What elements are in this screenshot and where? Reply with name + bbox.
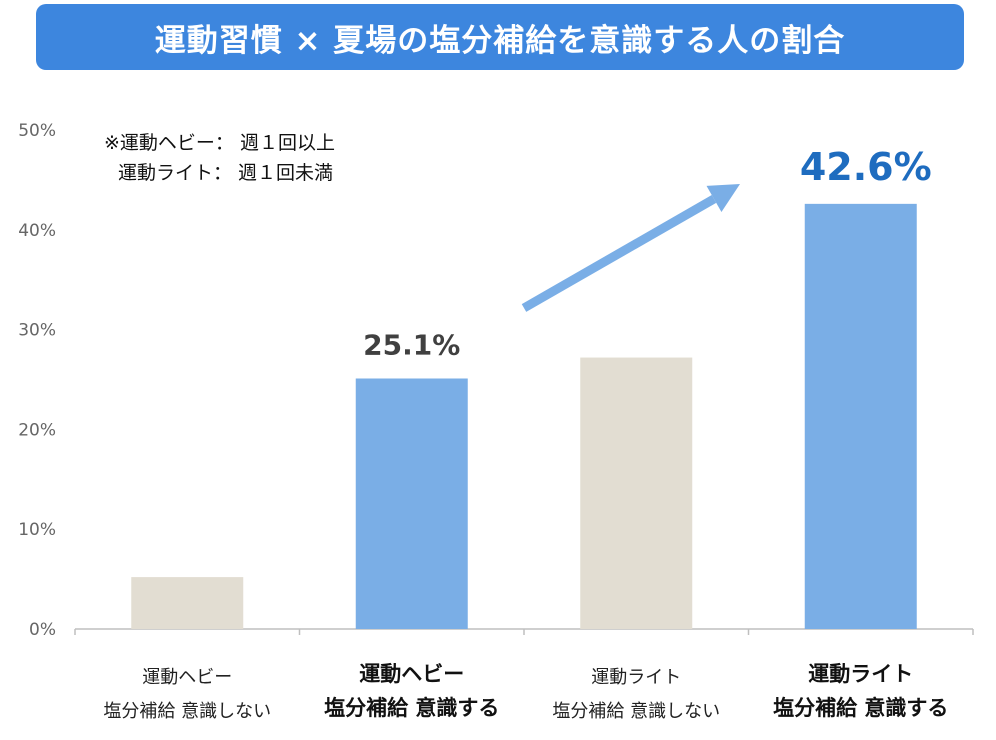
category-label: 運動ライト <box>808 662 913 686</box>
bar <box>131 577 244 629</box>
y-tick-label: 10% <box>18 520 56 540</box>
data-label: 42.6% <box>800 145 932 189</box>
y-tick-label: 20% <box>18 420 56 440</box>
category-label: 運動ヘビー <box>359 662 464 686</box>
note-line-2: 運動ライト： 週１回未満 <box>118 162 334 184</box>
bar <box>580 357 693 629</box>
y-tick-label: 40% <box>18 221 56 241</box>
title-banner: 運動習慣 × 夏場の塩分補給を意識する人の割合 <box>36 4 964 70</box>
category-label: 塩分補給 意識する <box>773 696 948 720</box>
category-label: 塩分補給 意識しない <box>552 701 720 722</box>
data-label: 25.1% <box>363 329 460 362</box>
category-label: 運動ライト <box>591 667 681 688</box>
trend-arrow-head <box>706 184 740 212</box>
y-tick-label: 30% <box>18 321 56 341</box>
chart-title: 運動習慣 × 夏場の塩分補給を意識する人の割合 <box>154 22 846 59</box>
y-tick-label: 50% <box>18 121 56 141</box>
y-tick-label: 0% <box>29 620 56 640</box>
trend-arrow-shaft <box>521 195 717 312</box>
bar <box>355 378 468 629</box>
bar <box>804 203 917 630</box>
category-label: 運動ヘビー <box>142 667 232 688</box>
note-line-1: ※運動ヘビー： 週１回以上 <box>104 132 335 154</box>
category-label: 塩分補給 意識しない <box>103 701 271 722</box>
category-label: 塩分補給 意識する <box>324 696 499 720</box>
